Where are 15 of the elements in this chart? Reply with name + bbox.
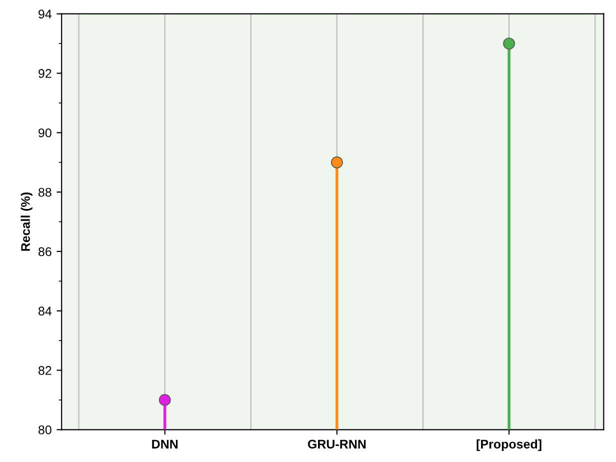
point <box>503 38 516 50</box>
x-tick-label: GRU-RNN <box>308 440 366 449</box>
y-axis-title: Recall (%) <box>20 192 32 251</box>
y-tick-label: 90 <box>38 128 52 138</box>
y-tick-label: 84 <box>38 306 52 316</box>
y-tick-label: 94 <box>38 10 52 19</box>
x-tick-label: DNN <box>152 440 178 448</box>
y-tick-label: 82 <box>38 366 52 375</box>
y-tick-label: 88 <box>38 188 52 197</box>
y-tick-label: 86 <box>38 247 52 256</box>
y-tick-label: 80 <box>38 425 52 434</box>
y-tick-label: 92 <box>38 69 52 78</box>
x-tick-label: [Proposed] <box>476 439 542 452</box>
point <box>158 394 171 406</box>
point <box>330 156 343 168</box>
